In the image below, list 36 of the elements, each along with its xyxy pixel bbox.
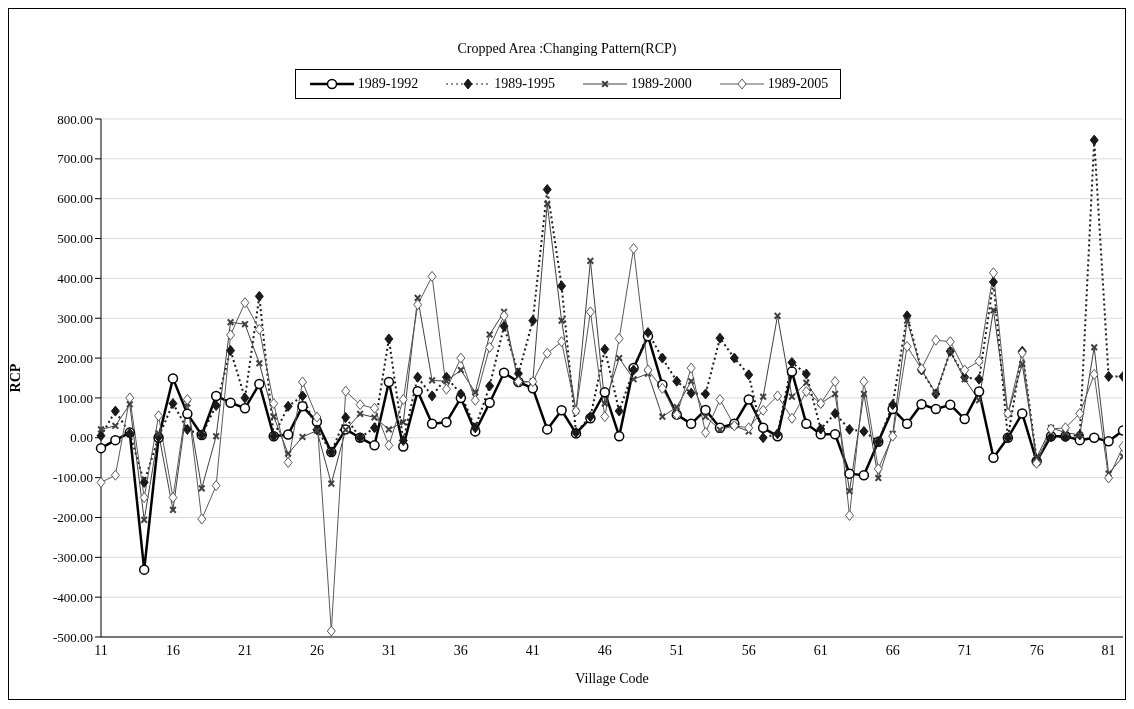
x-tick-label: 46: [597, 642, 612, 658]
x-tick-label: 81: [1101, 642, 1116, 658]
legend-label: 1989-1995: [494, 76, 555, 92]
x-tick-label: 51: [669, 642, 684, 658]
y-axis-title: RCP: [7, 363, 23, 393]
x-tick-label: 56: [741, 642, 756, 658]
legend-label: 1989-1992: [357, 76, 419, 92]
y-tick-label: 300.00: [57, 310, 93, 326]
y-tick-label: 100.00: [57, 390, 93, 406]
x-tick-label: 21: [237, 642, 252, 658]
y-tick-label: -400.00: [52, 589, 93, 605]
y-tick-label: 700.00: [57, 151, 93, 167]
x-tick-label: 11: [94, 642, 108, 658]
y-tick-label: 400.00: [57, 271, 93, 286]
y-tick-label: 500.00: [57, 231, 93, 247]
x-tick-label: 16: [165, 642, 180, 658]
x-tick-label: 36: [453, 642, 468, 658]
y-tick-label: -200.00: [52, 510, 93, 526]
y-tick-label: 0.00: [70, 430, 93, 446]
y-tick-label: -500.00: [52, 629, 93, 645]
x-tick-label: 26: [309, 642, 324, 658]
x-tick-label: 71: [957, 642, 972, 658]
y-tick-label: 200.00: [57, 350, 93, 366]
legend-label: 1989-2005: [767, 76, 829, 92]
legend-label: 1989-2000: [631, 76, 692, 92]
x-tick-label: 61: [813, 642, 828, 658]
y-tick-label: -300.00: [52, 549, 93, 565]
x-tick-label: 41: [525, 642, 540, 658]
x-tick-label: 31: [381, 642, 396, 658]
chart-title: Cropped Area :Changing Pattern(RCP): [456, 40, 678, 58]
x-tick-label: 76: [1029, 642, 1044, 658]
y-tick-label: 600.00: [57, 191, 93, 207]
y-tick-label: 800.00: [57, 111, 93, 127]
x-axis-title: Village Code: [575, 671, 649, 686]
x-tick-label: 66: [885, 642, 900, 658]
y-tick-label: -100.00: [52, 470, 93, 486]
